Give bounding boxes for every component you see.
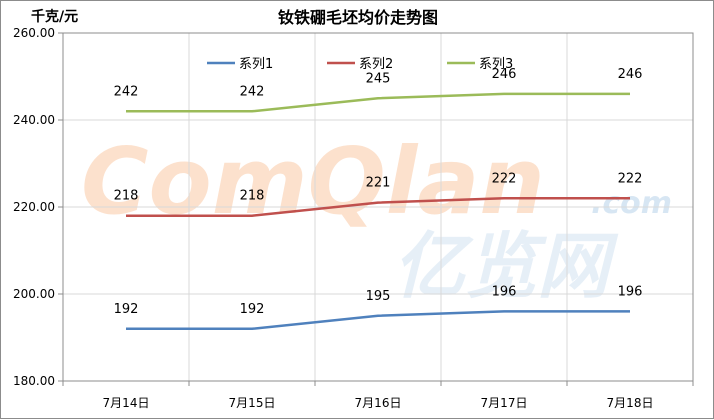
series-line-3: [126, 92, 630, 113]
series-line-1: [126, 310, 630, 331]
data-label: 195: [366, 289, 391, 304]
y-tick-label: 180.00: [13, 374, 55, 388]
gridlines: [63, 33, 693, 381]
x-tick-label: 7月16日: [355, 396, 402, 410]
legend-entry: 系列2: [359, 57, 393, 72]
data-label: 246: [618, 67, 643, 82]
data-label: 242: [240, 84, 265, 99]
data-label: 196: [618, 284, 643, 299]
x-tick-label: 7月14日: [103, 396, 150, 410]
x-tick-label: 7月17日: [481, 396, 528, 410]
x-tick-label: 7月15日: [229, 396, 276, 410]
y-axis-unit: 千克/元: [31, 8, 78, 25]
data-label: 221: [366, 176, 391, 191]
y-tick-label: 260.00: [13, 26, 55, 40]
watermark-domain: .com: [591, 186, 672, 221]
data-label: 222: [492, 171, 517, 186]
y-tick-label: 240.00: [13, 113, 55, 127]
x-tick-label: 7月18日: [607, 396, 654, 410]
data-label: 192: [114, 302, 139, 317]
data-label: 192: [240, 302, 265, 317]
legend: 系列1 系列2 系列3: [207, 57, 513, 72]
watermark-logo: ComQlan .com 亿览网: [81, 128, 672, 308]
data-label: 218: [240, 189, 265, 204]
series-line-2: [126, 197, 630, 217]
data-label: 218: [114, 189, 139, 204]
watermark-brand: ComQlan: [81, 128, 545, 235]
series-lines: [126, 92, 630, 331]
data-label: 196: [492, 284, 517, 299]
data-label: 245: [366, 71, 391, 86]
data-label: 222: [618, 171, 643, 186]
axes: 180.00 200.00 220.00 240.00 260.00 7月14日 7月15日…: [13, 26, 694, 410]
legend-entry: 系列1: [239, 57, 273, 72]
data-label: 242: [114, 84, 139, 99]
y-tick-label: 220.00: [13, 200, 55, 214]
data-label: 246: [492, 67, 517, 82]
chart-title: 钕铁硼毛坯均价走势图: [278, 8, 438, 27]
y-tick-label: 200.00: [13, 287, 55, 301]
legend-entry: 系列3: [479, 57, 513, 72]
data-labels: 192 192 195 196 196 218 218 221 222 222 242 242 245 2…: [114, 67, 643, 317]
